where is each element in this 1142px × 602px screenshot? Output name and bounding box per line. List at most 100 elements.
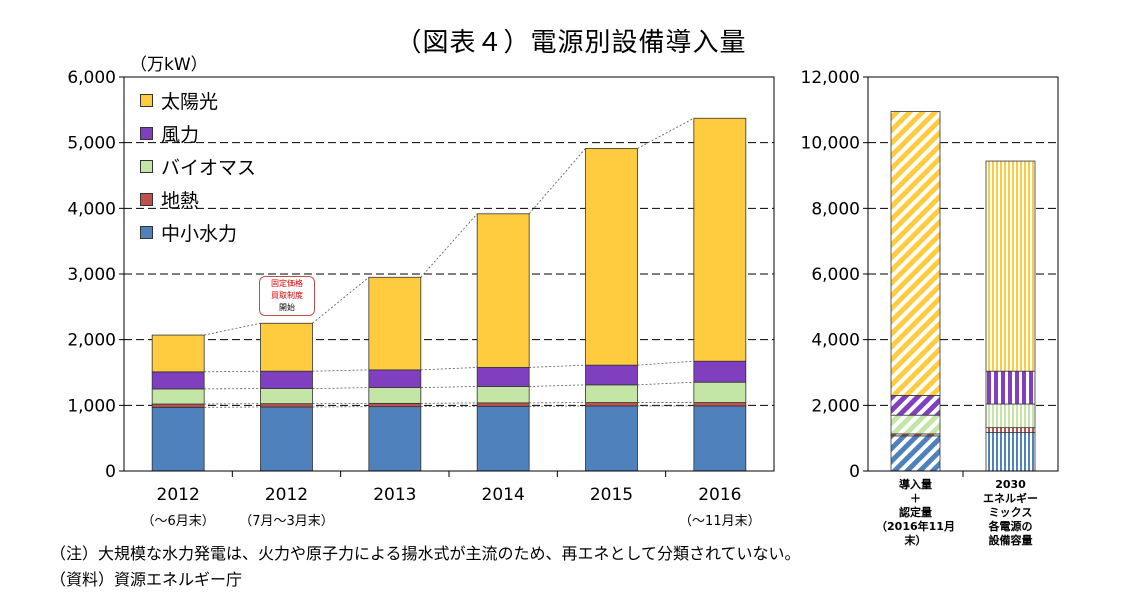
right-x-category-label: 2030 エネルギー ミックス 各電源の 設備容量	[983, 478, 1038, 547]
left-bar-solar-3	[476, 213, 530, 368]
legend-item-wind: 風力	[140, 117, 256, 150]
right-ytick-label: 6,000	[811, 265, 860, 285]
right-bar-hydro-1	[985, 432, 1036, 472]
left-bar-solar-2	[368, 276, 422, 371]
left-bar-biomass-4	[585, 384, 638, 403]
right-bar-geothermal-1	[985, 427, 1036, 433]
legend-swatch-hydro	[140, 226, 153, 239]
left-bar-biomass-0	[151, 388, 205, 405]
guide-line	[312, 276, 370, 324]
left-ytick-label: 6,000	[67, 68, 116, 88]
callout-line-1: 固定価格	[271, 279, 303, 288]
left-bar-geothermal-1	[260, 403, 313, 408]
legend-swatch-solar	[140, 94, 153, 107]
x-category-label: 2012	[156, 485, 200, 505]
x-category-sublabel: （～11月末）	[679, 514, 761, 529]
legend-swatch-wind	[140, 127, 153, 140]
right-bar-wind-0	[890, 395, 941, 416]
right-ytick-label: 4,000	[811, 331, 860, 351]
left-bar-geothermal-3	[476, 402, 530, 407]
right-ytick-label: 8,000	[811, 199, 860, 219]
left-bar-hydro-5	[693, 405, 747, 472]
guide-line	[204, 322, 261, 336]
x-category-label: 2016	[698, 485, 742, 505]
legend-label-solar: 太陽光	[161, 91, 219, 113]
fit-start-callout: 固定価格 買取制度 開始	[259, 276, 315, 316]
left-ytick-label: 1,000	[67, 396, 116, 416]
right-ytick-label: 2,000	[811, 396, 860, 416]
guide-line	[529, 384, 586, 387]
guide-line	[637, 381, 694, 386]
left-bar-biomass-2	[368, 387, 422, 404]
left-bar-biomass-5	[693, 381, 747, 403]
left-bar-wind-1	[260, 370, 313, 389]
chart-title: （図表４）電源別設備導入量	[395, 28, 747, 58]
x-category-sublabel: （7月～3月末）	[239, 514, 334, 529]
left-ytick-label: 4,000	[67, 199, 116, 219]
left-bar-geothermal-4	[585, 402, 638, 407]
x-category-label: 2012	[264, 485, 309, 505]
x-category-label: 2015	[589, 485, 634, 505]
left-bar-geothermal-2	[368, 402, 422, 408]
legend-swatch-geothermal	[140, 193, 153, 206]
guide-line	[204, 370, 261, 373]
guide-line	[637, 360, 694, 366]
left-bar-geothermal-0	[151, 403, 205, 408]
source-note: （資料）資源エネルギー庁	[50, 570, 243, 589]
left-ytick-label: 3,000	[67, 265, 116, 285]
right-x-category-label: 導入量 ＋ 認定量 （2016年11月末）	[876, 478, 955, 547]
guide-line	[312, 387, 369, 389]
left-bar-solar-4	[585, 148, 638, 366]
left-bar-biomass-3	[476, 386, 530, 404]
right-bar-biomass-1	[985, 403, 1036, 429]
right-bar-solar-1	[985, 160, 1036, 372]
guide-line	[420, 213, 478, 278]
left-bar-hydro-2	[368, 406, 422, 472]
x-category-label: 2014	[481, 485, 525, 505]
right-ytick-label: 10,000	[801, 134, 860, 154]
left-bar-solar-5	[693, 117, 747, 362]
right-ytick-label: 12,000	[801, 68, 860, 88]
legend-label-hydro: 中小水力	[161, 223, 238, 245]
legend-label-geothermal: 地熱	[161, 190, 200, 212]
legend-label-biomass: バイオマス	[161, 157, 257, 179]
left-bar-biomass-1	[260, 388, 313, 405]
left-bar-hydro-0	[151, 406, 205, 472]
left-bar-hydro-4	[585, 405, 638, 472]
legend-item-biomass: バイオマス	[140, 150, 256, 183]
right-bar-hydro-0	[890, 435, 941, 472]
right-ytick-label: 0	[849, 462, 860, 482]
right-bar-wind-1	[985, 370, 1036, 405]
legend-item-geothermal: 地熱	[140, 183, 256, 216]
callout-line-2: 買取制度	[271, 291, 303, 300]
left-ytick-label: 2,000	[67, 331, 116, 351]
left-bar-wind-2	[368, 369, 422, 389]
unit-label: （万kW）	[130, 55, 208, 75]
left-bar-solar-0	[151, 334, 205, 373]
x-category-label: 2013	[373, 485, 417, 505]
guide-line	[312, 369, 369, 372]
left-bar-wind-0	[151, 371, 205, 390]
left-ytick-label: 0	[105, 462, 116, 482]
guide-line	[528, 148, 586, 215]
guide-line	[637, 117, 695, 149]
right-bar-solar-0	[890, 111, 941, 396]
legend-item-hydro: 中小水力	[140, 216, 256, 249]
x-category-sublabel: （～6月末）	[141, 514, 215, 529]
legend-label-wind: 風力	[161, 124, 200, 146]
left-bar-wind-3	[476, 367, 530, 387]
legend-swatch-biomass	[140, 160, 153, 173]
left-bar-wind-4	[585, 364, 638, 386]
legend-item-solar: 太陽光	[140, 84, 256, 117]
right-bar-biomass-0	[890, 414, 941, 435]
left-bar-hydro-3	[476, 405, 530, 472]
legend: 太陽光風力バイオマス地熱中小水力	[140, 84, 256, 249]
callout-line-3: 開始	[279, 303, 295, 312]
left-bar-hydro-1	[260, 406, 313, 472]
left-ytick-label: 5,000	[67, 134, 116, 154]
guide-line	[420, 386, 478, 389]
guide-line	[420, 367, 478, 371]
footnote: （注）大規模な水力発電は、火力や原子力による揚水式が主流のため、再エネとして分類…	[50, 544, 801, 563]
guide-line	[529, 364, 586, 368]
